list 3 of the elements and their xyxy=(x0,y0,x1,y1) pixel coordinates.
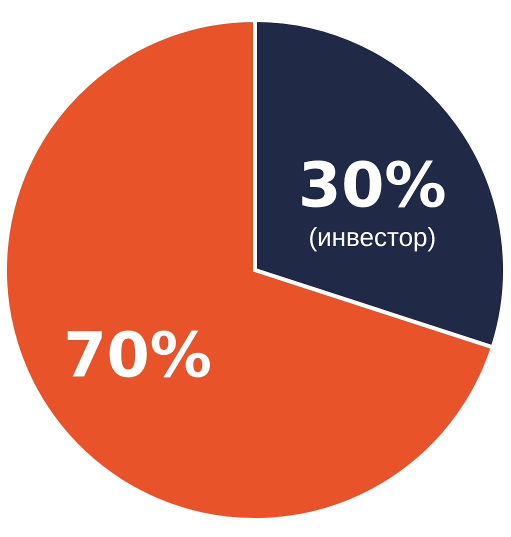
slice-label: (инвестор) xyxy=(308,222,436,252)
data-label: 30% xyxy=(298,148,447,222)
data-label: 70% xyxy=(63,318,212,392)
